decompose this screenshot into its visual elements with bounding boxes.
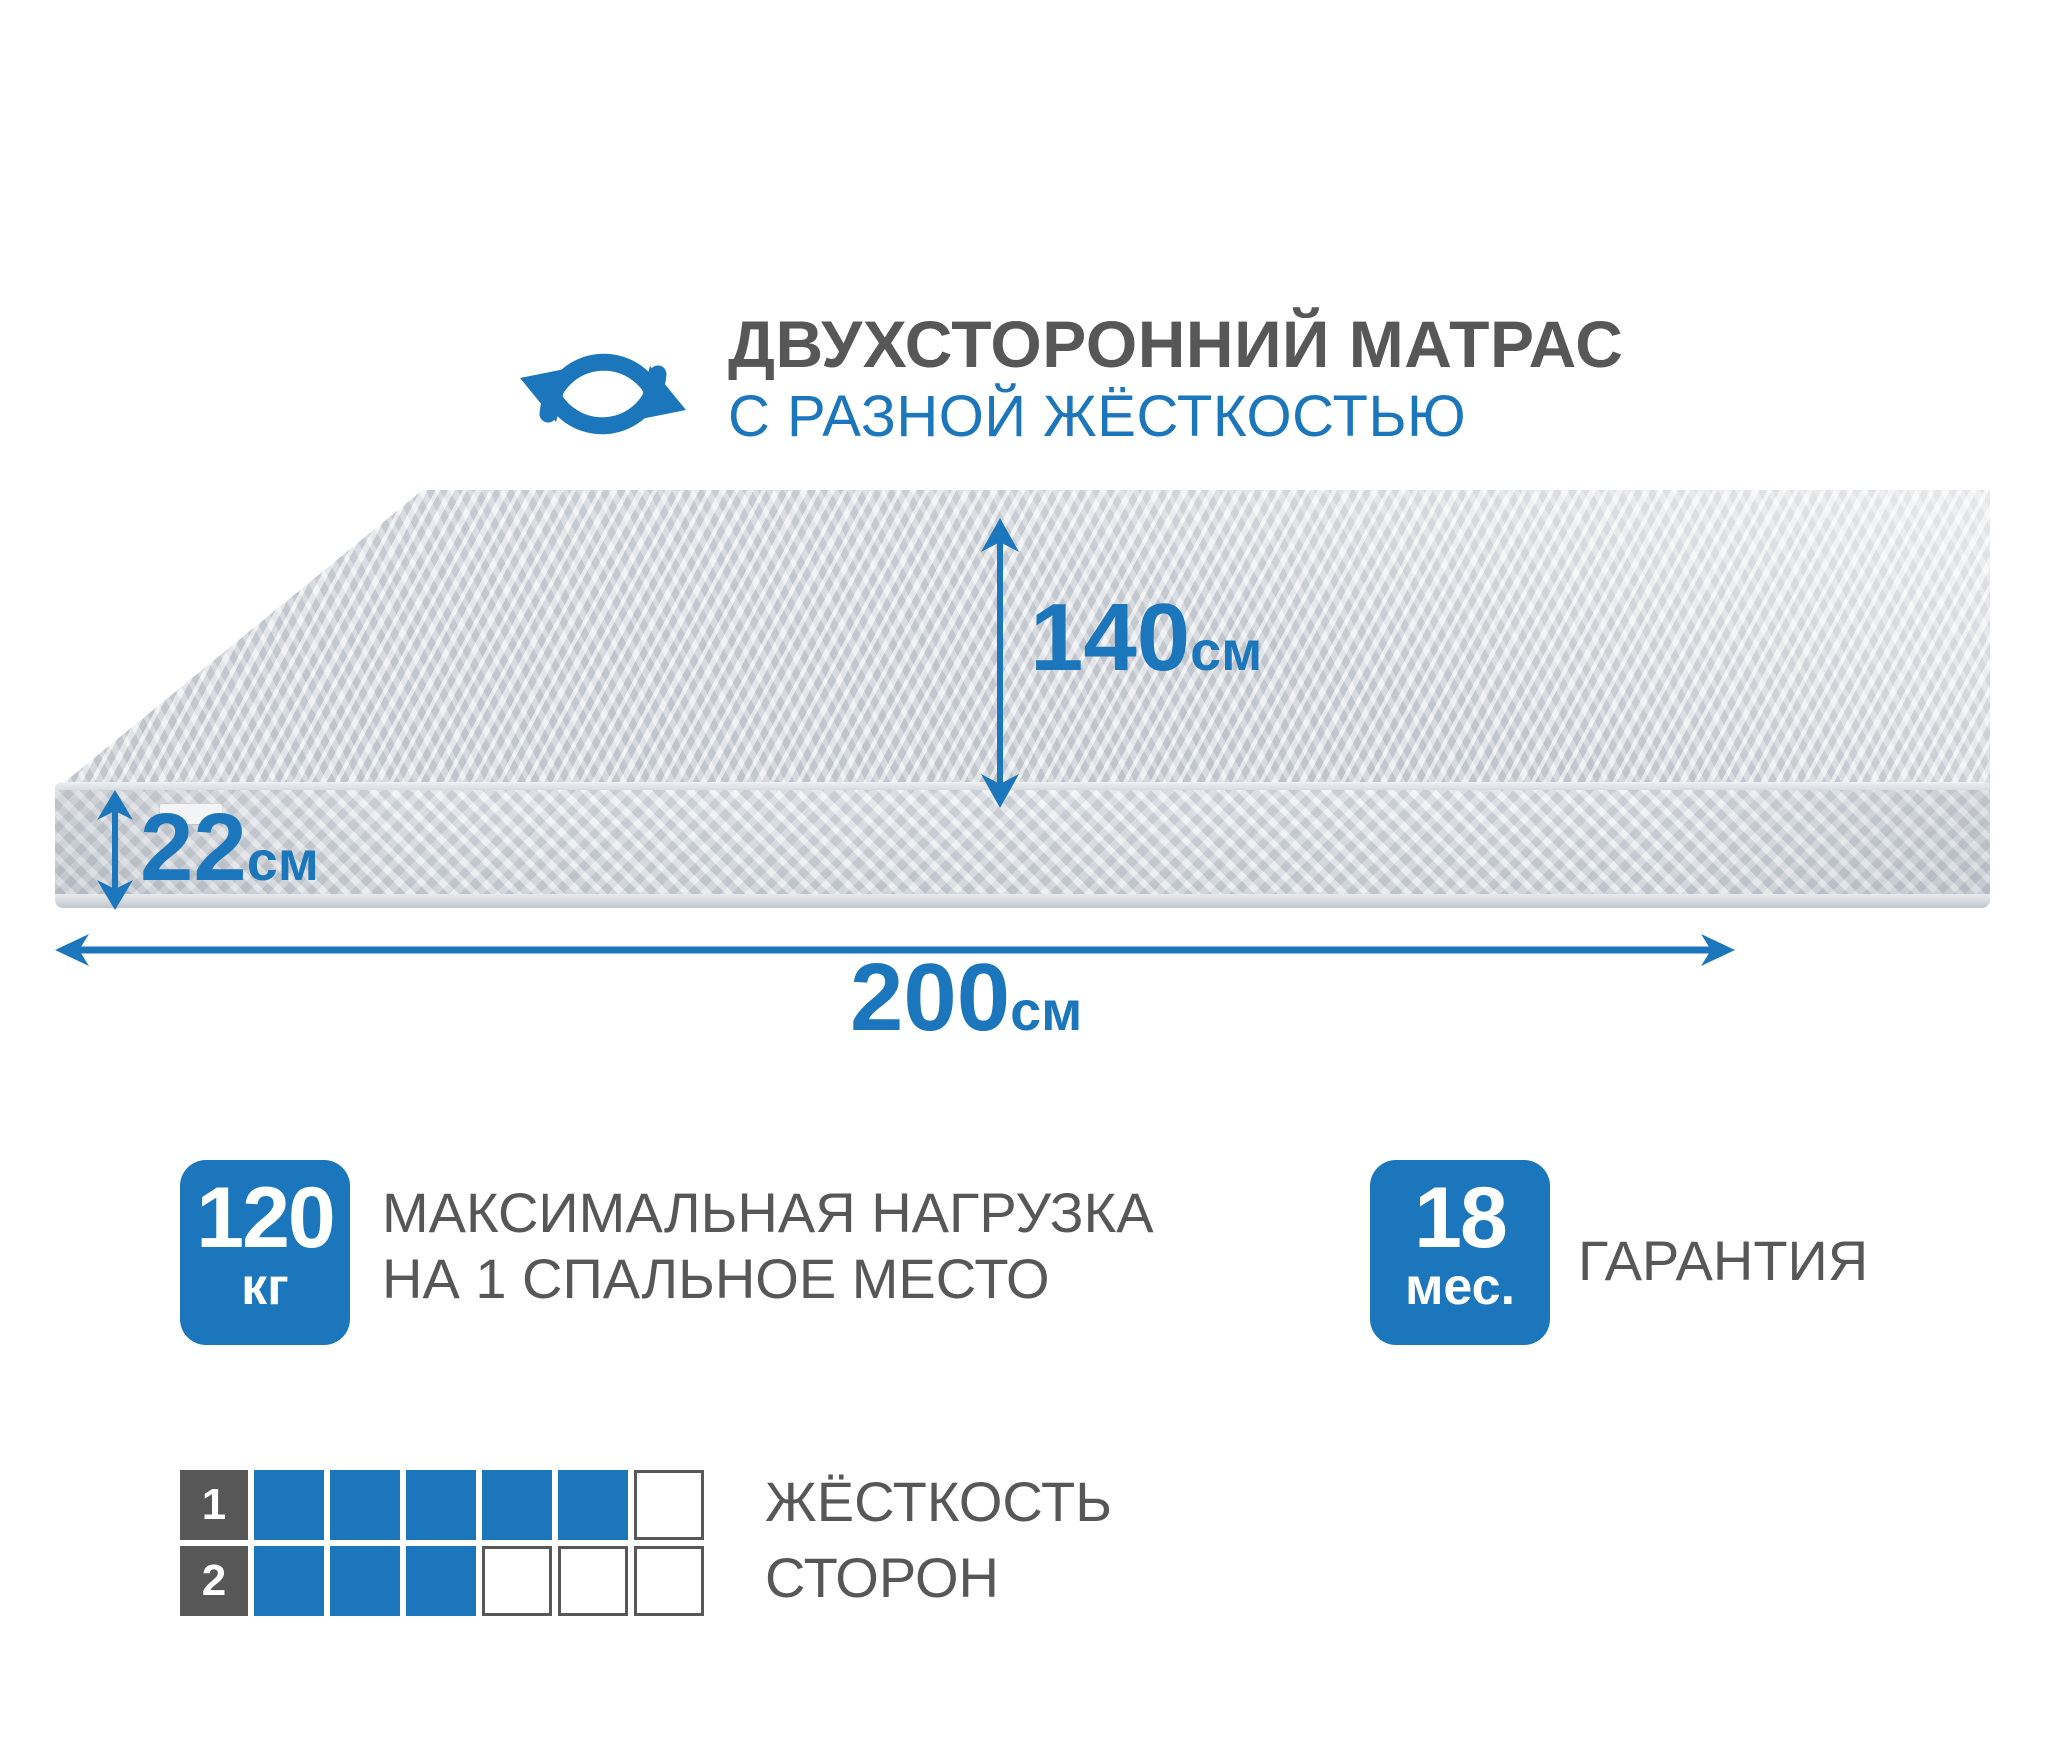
firmness-cell <box>254 1546 324 1616</box>
warranty-unit: мес. <box>1404 1258 1516 1316</box>
page-title: ДВУХСТОРОННИЙ МАТРАС С РАЗНОЙ ЖЁСТКОСТЬЮ <box>728 308 1728 450</box>
height-dimension-arrow <box>97 790 133 910</box>
width-unit: см <box>1190 620 1263 682</box>
firmness-cell <box>330 1470 400 1540</box>
max-load-number: 120 <box>196 1170 336 1266</box>
height-value: 22 <box>140 794 247 901</box>
firmness-side-index: 2 <box>180 1546 248 1616</box>
firmness-cell <box>482 1470 552 1540</box>
firmness-side-index: 1 <box>180 1470 248 1540</box>
length-unit: см <box>1010 980 1083 1042</box>
mattress-fabric-label <box>160 804 222 824</box>
max-load-line-1: МАКСИМАЛЬНАЯ НАГРУЗКА <box>382 1181 1154 1244</box>
firmness-cell <box>406 1470 476 1540</box>
firmness-label-line-2: СТОРОН <box>765 1546 999 1609</box>
width-value: 140 <box>1030 584 1191 691</box>
height-dimension-label: 22см <box>140 800 319 909</box>
width-dimension-arrow <box>981 518 1019 808</box>
warranty-number: 18 <box>1414 1170 1508 1266</box>
max-load-description: МАКСИМАЛЬНАЯ НАГРУЗКА НА 1 СПАЛЬНОЕ МЕСТ… <box>382 1180 1282 1312</box>
firmness-row-side-2: 2 <box>180 1546 704 1616</box>
mattress-bottom-piping <box>55 894 1990 908</box>
width-dimension-label: 140см <box>1030 590 1262 699</box>
firmness-cell <box>558 1546 628 1616</box>
warranty-badge: 18 мес. <box>1370 1160 1550 1345</box>
firmness-cell <box>482 1546 552 1616</box>
firmness-row-side-1: 1 <box>180 1470 704 1540</box>
feature-badges: 120 кг МАКСИМАЛЬНАЯ НАГРУЗКА НА 1 СПАЛЬН… <box>0 1150 2048 1370</box>
rotate-arrows-icon <box>520 353 686 435</box>
firmness-label-line-1: ЖЁСТКОСТЬ <box>765 1470 1112 1533</box>
mattress-side-panel <box>55 790 1990 902</box>
warranty-label: ГАРАНТИЯ <box>1578 1229 1869 1292</box>
length-dimension-label: 200см <box>850 950 1082 1059</box>
firmness-cell <box>254 1470 324 1540</box>
header: ДВУХСТОРОННИЙ МАТРАС С РАЗНОЙ ЖЁСТКОСТЬЮ <box>0 150 2048 449</box>
firmness-cell <box>406 1546 476 1616</box>
firmness-cell <box>634 1546 704 1616</box>
firmness-cells-side-1 <box>248 1470 704 1540</box>
firmness-cells-side-2 <box>248 1546 704 1616</box>
title-sub: С РАЗНОЙ ЖЁСТКОСТЬЮ <box>728 384 1467 449</box>
firmness-cell <box>330 1546 400 1616</box>
firmness-cell <box>634 1470 704 1540</box>
firmness-scale: 1 2 ЖЁСТКОСТЬ СТОРОН <box>0 1470 2048 1650</box>
firmness-cell <box>558 1470 628 1540</box>
height-unit: см <box>246 830 319 892</box>
firmness-description: ЖЁСТКОСТЬ СТОРОН <box>765 1464 1112 1616</box>
length-value: 200 <box>850 944 1011 1051</box>
max-load-badge: 120 кг <box>180 1160 350 1345</box>
title-main: ДВУХСТОРОННИЙ МАТРАС <box>728 307 1624 381</box>
max-load-unit: кг <box>241 1258 289 1316</box>
length-dimension-arrow <box>55 934 1735 966</box>
max-load-line-2: НА 1 СПАЛЬНОЕ МЕСТО <box>382 1247 1050 1310</box>
